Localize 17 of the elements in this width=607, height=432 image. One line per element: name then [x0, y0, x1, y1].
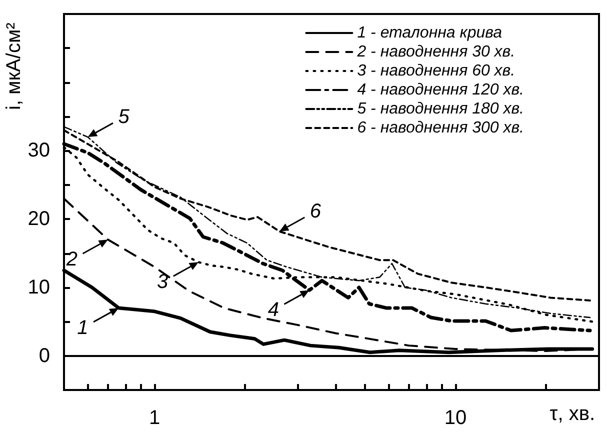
x-axis-title: τ, хв. [550, 403, 596, 425]
y-tick-label: 10 [28, 276, 50, 298]
y-tick-label: 30 [28, 140, 50, 162]
legend-label: 5 - наводнення 180 хв. [357, 100, 524, 118]
legend-label: 1 - еталонна крива [357, 24, 502, 42]
annotation: 4 [268, 299, 279, 322]
annotation: 1 [77, 316, 88, 339]
legend-label: 6 - наводнення 300 хв. [357, 120, 524, 136]
annotation: 2 [65, 248, 78, 271]
y-axis-title: i, мкА/см² [3, 22, 25, 110]
annotation: 6 [310, 200, 322, 222]
legend-label: 3 - наводнення 60 хв. [357, 62, 516, 80]
annotation: 5 [118, 106, 130, 128]
legend-label: 4 - наводнення 120 хв. [357, 82, 524, 98]
y-tick-label: 0 [38, 344, 50, 367]
legend-label: 2 - наводнення 30 хв. [356, 44, 516, 60]
y-tick-label: 20 [28, 208, 50, 230]
